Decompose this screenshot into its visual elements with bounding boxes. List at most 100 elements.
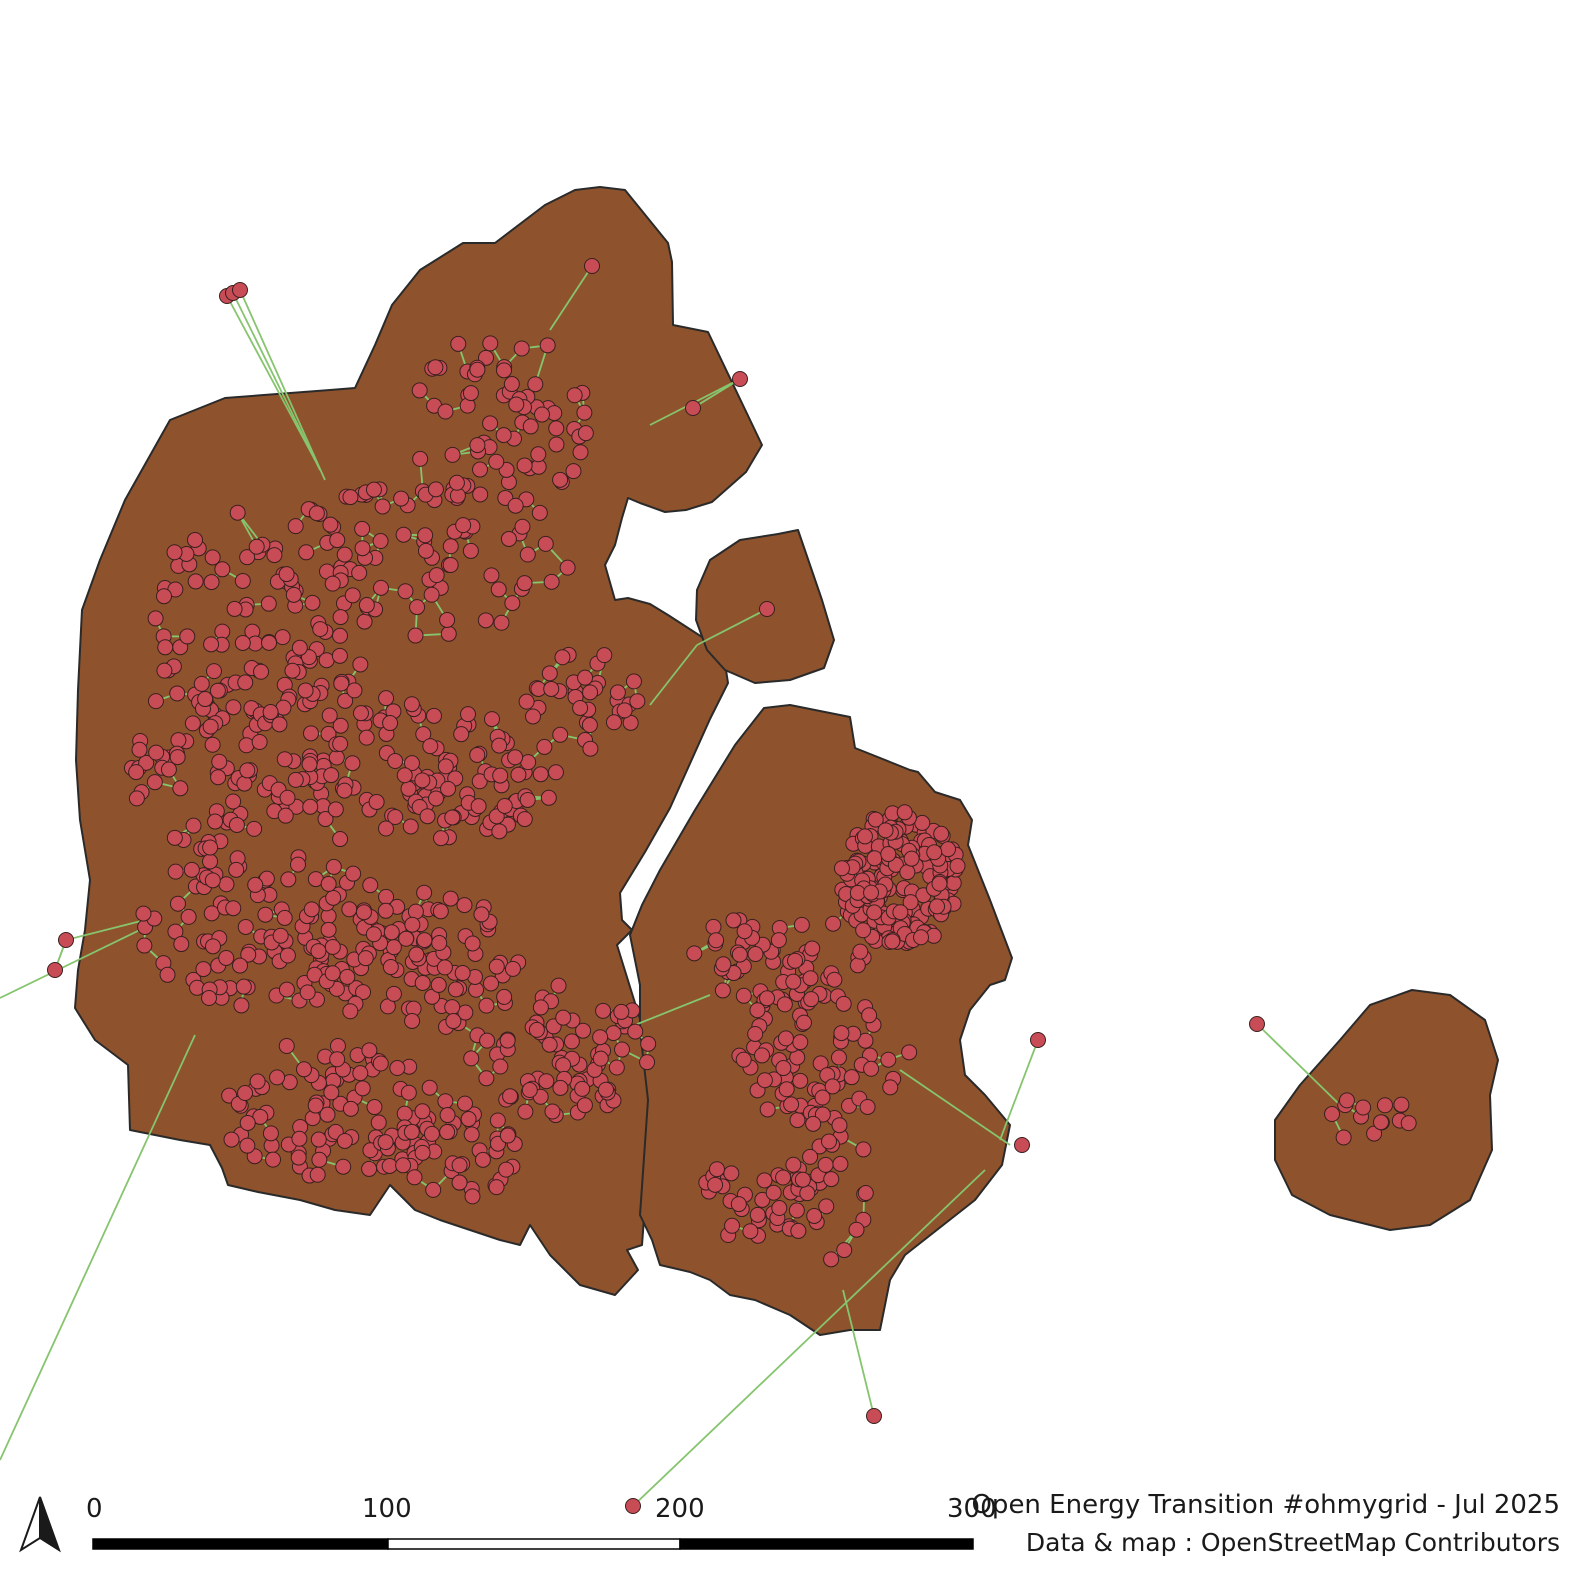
substation-node: [613, 1003, 630, 1020]
substation-node: [147, 693, 164, 710]
substation-node: [849, 957, 866, 974]
substation-node: [232, 957, 249, 974]
substation-node: [406, 1169, 423, 1186]
substation-node: [793, 916, 810, 933]
substation-node: [387, 753, 404, 770]
substation-node: [361, 1160, 378, 1177]
substation-node: [1338, 1092, 1355, 1109]
substation-node: [510, 766, 527, 783]
substation-node: [331, 627, 348, 644]
substation-node: [756, 1072, 773, 1089]
substation-node: [524, 708, 541, 725]
substation-node: [765, 1184, 782, 1201]
substation-node: [789, 1112, 806, 1129]
substation-node: [415, 726, 432, 743]
substation-node: [203, 905, 220, 922]
substation-node: [183, 861, 200, 878]
substation-node: [472, 486, 489, 503]
substation-node: [1249, 1016, 1265, 1032]
substation-node: [365, 481, 382, 498]
substation-node: [629, 693, 646, 710]
substation-node: [269, 1069, 286, 1086]
substation-node: [533, 406, 550, 423]
substations-layer: [47, 258, 1417, 1514]
substation-node: [444, 999, 461, 1016]
substation-node: [193, 675, 210, 692]
substation-node: [548, 436, 565, 453]
substation-node: [708, 932, 725, 949]
substation-node: [169, 749, 186, 766]
substation-node: [541, 665, 558, 682]
substation-node: [411, 382, 428, 399]
substation-node: [471, 773, 488, 790]
substation-node: [445, 1013, 462, 1030]
substation-node: [180, 908, 197, 925]
substation-node: [209, 682, 226, 699]
substation-node: [504, 595, 521, 612]
substation-node: [335, 1158, 352, 1175]
substation-node: [324, 938, 341, 955]
substation-node: [749, 1206, 766, 1223]
substation-node: [287, 518, 304, 535]
substation-node: [416, 932, 433, 949]
substation-node: [303, 725, 320, 742]
substation-node: [276, 751, 293, 768]
substation-node: [625, 673, 642, 690]
substation-node: [555, 1009, 572, 1026]
substation-node: [582, 684, 599, 701]
substation-node: [749, 1002, 766, 1019]
substation-node: [169, 895, 186, 912]
substation-node: [403, 696, 420, 713]
substation-node: [527, 376, 544, 393]
substation-node: [835, 995, 852, 1012]
land-jutland-fyn: [74, 186, 763, 1296]
substation-node: [431, 935, 448, 952]
substation-node: [496, 988, 513, 1005]
substation-node: [249, 1073, 266, 1090]
substation-node: [1324, 1106, 1341, 1123]
substation-node: [548, 420, 565, 437]
substation-node: [1030, 1032, 1046, 1048]
substation-node: [518, 693, 535, 710]
substation-node: [277, 807, 294, 824]
substation-node: [463, 1050, 480, 1067]
power-line-long: [549, 265, 593, 331]
substation-node: [469, 437, 486, 454]
substation-node: [852, 943, 869, 960]
substation-node: [792, 1034, 809, 1051]
scale-bar-segment: [679, 1538, 974, 1550]
substation-node: [818, 1198, 835, 1215]
substation-node: [581, 717, 598, 734]
substation-node: [396, 767, 413, 784]
substation-node: [1355, 1099, 1372, 1116]
substation-node: [278, 981, 295, 998]
substation-node: [238, 737, 255, 754]
substation-node: [284, 662, 301, 679]
substation-node: [736, 923, 753, 940]
substation-node: [366, 1099, 383, 1116]
substation-node: [552, 726, 569, 743]
substation-node: [261, 634, 278, 651]
substation-node: [825, 915, 842, 932]
substation-node: [197, 691, 214, 708]
substation-node: [310, 943, 327, 960]
substation-node: [412, 450, 429, 467]
substation-node: [319, 1106, 336, 1123]
substation-node: [759, 990, 776, 1007]
substation-node: [414, 1144, 431, 1161]
substation-node: [310, 1131, 327, 1148]
substation-node: [337, 692, 354, 709]
substation-node: [823, 1171, 840, 1188]
substation-node: [414, 772, 431, 789]
substation-node: [409, 599, 426, 616]
substation-node: [318, 652, 335, 669]
substation-node: [747, 1025, 764, 1042]
substation-node: [555, 1057, 572, 1074]
substation-node: [724, 1217, 741, 1234]
substation-node: [442, 557, 459, 574]
substation-node: [377, 1134, 394, 1151]
substation-node: [385, 985, 402, 1002]
substation-node: [949, 858, 966, 875]
substation-node: [397, 583, 414, 600]
substation-node: [344, 755, 361, 772]
